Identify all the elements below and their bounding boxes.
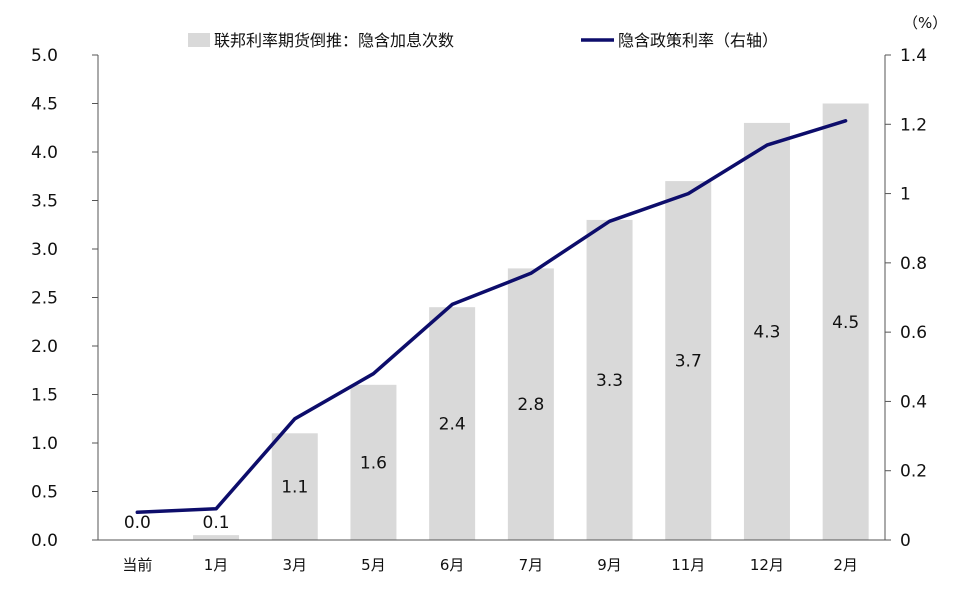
bar-data-label: 3.7 [675, 352, 702, 372]
left-tick-label: 1.5 [31, 386, 58, 406]
right-tick-label: 1 [900, 185, 911, 205]
category-label: 12月 [750, 556, 784, 574]
bars-group [193, 103, 869, 541]
bar-data-label: 4.5 [832, 313, 859, 333]
category-label: 当前 [122, 556, 152, 574]
bar-data-label: 2.4 [439, 415, 466, 435]
right-axis-unit: （%） [903, 14, 947, 32]
category-label: 9月 [597, 556, 622, 574]
category-label: 7月 [519, 556, 544, 574]
policy-rate-line [135, 119, 848, 515]
category-label: 6月 [440, 556, 465, 574]
legend-line-label: 隐含政策利率（右轴） [618, 31, 778, 50]
bar [586, 219, 633, 540]
right-tick-label: 1.4 [900, 46, 927, 66]
category-label: 3月 [282, 556, 307, 574]
bar [350, 384, 397, 540]
bar [271, 433, 318, 540]
right-tick-label: 0.2 [900, 462, 927, 482]
legend: 联邦利率期货倒推：隐含加息次数 隐含政策利率（右轴） [188, 31, 778, 50]
bar-data-label: 1.1 [281, 478, 308, 498]
right-tick-label: 0.4 [900, 392, 927, 412]
right-axis-ticks: 0 0.2 0.4 0.6 0.8 1 1.2 1.4 [885, 46, 927, 551]
legend-bar-swatch [188, 33, 210, 47]
bar-labels-group: 0.0 0.1 1.1 1.6 2.4 2.8 3.3 3.7 4.3 4.5 [124, 313, 859, 533]
bar-data-label: 1.6 [360, 453, 387, 473]
bar-data-label: 0.1 [203, 513, 230, 533]
category-labels: 当前 1月 3月 5月 6月 7月 9月 11月 12月 2月 [122, 556, 858, 574]
bar [507, 268, 554, 540]
category-label: 2月 [833, 556, 858, 574]
right-tick-label: 0.8 [900, 254, 927, 274]
left-tick-label: 5.0 [31, 46, 58, 66]
left-tick-label: 0.5 [31, 483, 58, 503]
left-tick-label: 1.0 [31, 434, 58, 454]
category-label: 5月 [361, 556, 386, 574]
line-layer [135, 119, 848, 515]
left-tick-label: 0.0 [31, 531, 58, 551]
right-tick-label: 1.2 [900, 115, 927, 135]
right-tick-label: 0 [900, 531, 911, 551]
legend-bar-label: 联邦利率期货倒推：隐含加息次数 [214, 31, 454, 50]
left-tick-label: 2.5 [31, 289, 58, 309]
left-tick-label: 4.5 [31, 95, 58, 115]
bar [743, 122, 790, 541]
left-tick-label: 4.0 [31, 143, 58, 163]
category-label: 1月 [204, 556, 229, 574]
left-tick-label: 3.0 [31, 240, 58, 260]
bar-data-label: 4.3 [753, 322, 780, 342]
bar-data-label: 2.8 [517, 395, 544, 415]
bar-data-label: 0.0 [124, 513, 151, 533]
category-label: 11月 [671, 556, 705, 574]
bar [429, 307, 476, 540]
left-axis-ticks: 0.0 0.5 1.0 1.5 2.0 2.5 3.0 3.5 4.0 4.5 5.0 [31, 46, 98, 551]
bar [193, 535, 240, 540]
bar [822, 103, 869, 540]
left-tick-label: 2.0 [31, 337, 58, 357]
bar-data-label: 3.3 [596, 371, 623, 391]
left-tick-label: 3.5 [31, 192, 58, 212]
right-tick-label: 0.6 [900, 323, 927, 343]
bar [665, 181, 712, 540]
